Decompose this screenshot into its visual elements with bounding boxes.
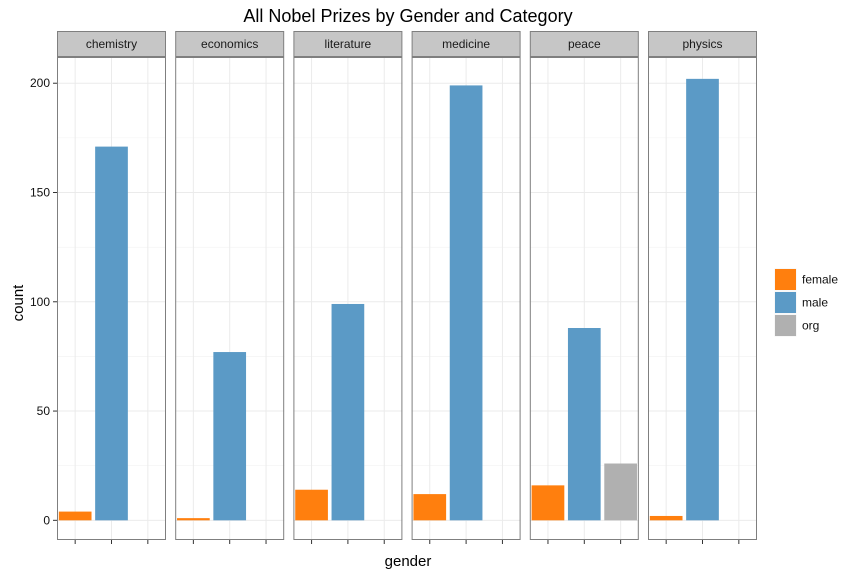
facet-strip [648,31,757,57]
facet-strip-label: chemistry [86,37,137,51]
bar-medicine-female [413,494,447,521]
facet-strip [175,31,285,57]
bar-economics-male [213,352,247,521]
y-tick-label: 100 [30,295,50,309]
chart-title: All Nobel Prizes by Gender and Category [243,6,572,26]
facet-strip [529,31,639,57]
facet-panel-physics: physics [648,31,757,544]
bar-peace-female [531,485,565,521]
facet-strip [57,31,166,57]
y-tick-label: 50 [37,404,51,418]
panel-border [293,57,403,540]
y-axis: 0 50 100 150 200 [30,76,57,527]
facet-panels: chemistry economics literature medicine peac… [57,31,757,544]
legend-label-male: male [802,296,828,310]
legend-label-org: org [802,319,819,333]
legend-swatch-org [775,315,796,336]
facet-strip-label: economics [201,37,258,51]
bar-peace-male [567,328,601,521]
bar-economics-female [177,518,210,521]
y-axis-title: count [10,284,27,322]
legend-swatch-male [775,292,796,313]
facet-strip [293,31,403,57]
panel-border [411,57,521,540]
bar-literature-female [295,489,328,521]
facet-panel-economics: economics [175,31,285,544]
bar-literature-male [331,303,365,521]
y-tick-label: 200 [30,76,50,90]
facet-strip-label: literature [325,37,372,51]
bar-peace-org [604,463,637,521]
panel-border [529,57,639,540]
panel-border [648,57,757,540]
bar-physics-male [686,78,719,521]
bar-physics-female [649,515,683,521]
facet-strip-label: physics [682,37,722,51]
panel-border [175,57,285,540]
x-axis-title: gender [385,553,432,570]
y-tick-label: 0 [43,513,50,527]
bar-medicine-male [449,85,483,521]
y-tick-label: 150 [30,186,50,200]
facet-strip-label: medicine [442,37,490,51]
facet-panel-medicine: medicine [411,31,521,544]
facet-panel-chemistry: chemistry [57,31,166,544]
bar-chemistry-male [95,146,128,521]
legend: female male org [773,267,838,338]
panel-border [57,57,166,540]
bar-chemistry-female [58,511,92,521]
legend-swatch-female [775,269,796,290]
facet-panel-peace: peace [529,31,639,544]
facet-strip-label: peace [568,37,601,51]
facet-strip [411,31,521,57]
facet-panel-literature: literature [293,31,403,544]
legend-label-female: female [802,273,838,287]
